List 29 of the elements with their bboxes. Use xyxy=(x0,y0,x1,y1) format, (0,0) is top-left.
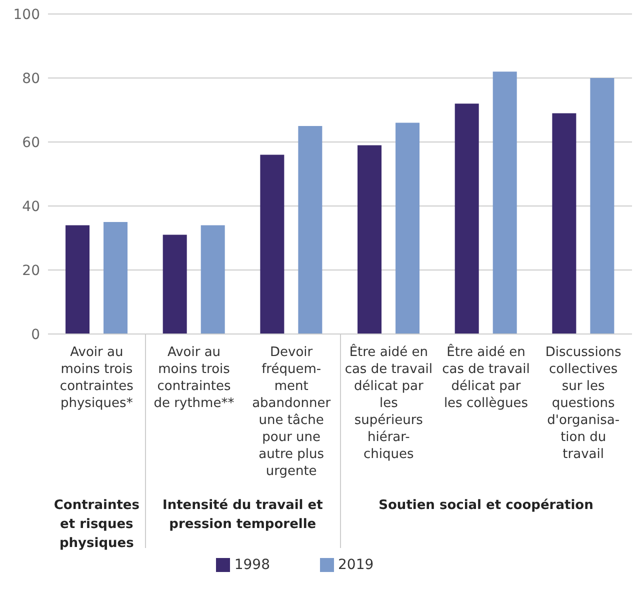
text: Intensité du travail et pression temporelle xyxy=(161,497,324,534)
y-tick-label: 60 xyxy=(22,134,40,151)
legend-label: 2019 xyxy=(338,557,374,573)
bar xyxy=(162,234,187,334)
legend-label: 1998 xyxy=(234,557,270,573)
x-tick-label: Avoir au moins trois contraintes de rythme** xyxy=(154,345,235,411)
y-tick-label: 20 xyxy=(22,262,40,279)
y-tick-label: 100 xyxy=(13,6,40,23)
bar xyxy=(358,145,382,334)
x-tick-label: Être aidé en cas de travail délicat par les collègues xyxy=(442,343,530,411)
y-tick-label: 0 xyxy=(31,326,40,343)
text: Soutien social et coopération xyxy=(378,497,594,515)
bar xyxy=(260,154,284,334)
bar xyxy=(454,104,479,334)
x-tick-label: Être aidé en cas de travail délicat par les supérieurs hiérar- chiques xyxy=(344,343,433,462)
bar xyxy=(552,113,576,334)
text: Contraintes et risques physiques xyxy=(52,497,140,553)
bar xyxy=(298,126,322,334)
bar xyxy=(492,72,517,334)
bar xyxy=(590,78,614,334)
bar xyxy=(66,225,90,334)
bar xyxy=(104,222,128,334)
x-tick-label: Devoir fréquem- ment abandonner une tâche pour une autre plus urgente xyxy=(252,345,332,479)
y-tick-label: 40 xyxy=(22,198,40,215)
bar xyxy=(396,122,420,334)
bar xyxy=(200,225,225,334)
y-tick-label: 80 xyxy=(22,70,40,87)
x-tick-label: Avoir au moins trois contraintes physiques* xyxy=(60,345,134,411)
x-tick-label: Discussions collectives sur les questions d'organisa- tion du travail xyxy=(545,345,622,462)
